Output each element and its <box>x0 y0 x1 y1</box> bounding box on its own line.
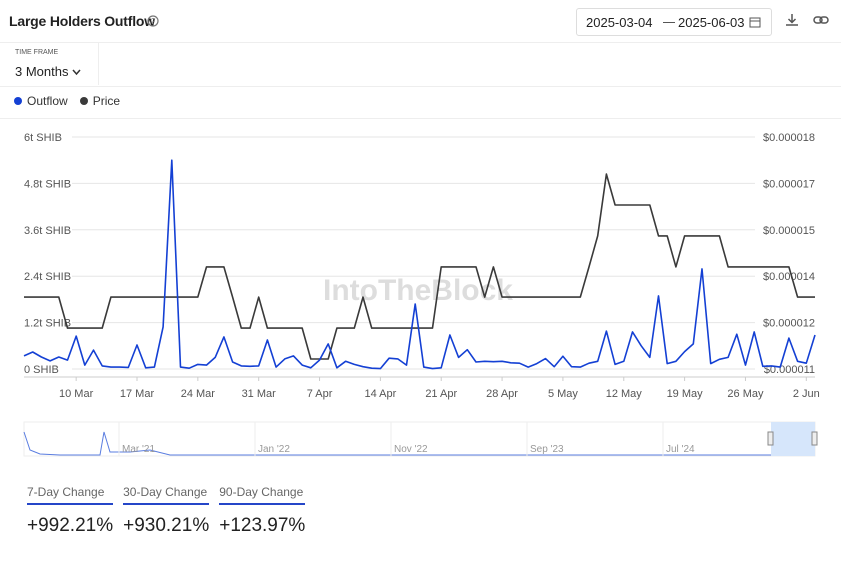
y-tick-label: 6t SHIB <box>24 132 62 144</box>
x-tick-label: 28 Apr <box>486 388 518 400</box>
series-line <box>24 173 815 360</box>
y-tick-label: 1.2t SHIB <box>24 318 71 330</box>
time-frame-select[interactable]: 3 Months <box>15 64 81 79</box>
download-icon[interactable] <box>785 13 799 27</box>
title: Large Holders Outflow <box>9 13 155 29</box>
legend-item[interactable]: Price <box>79 94 121 108</box>
y2-tick-label: $0.000017 <box>763 178 815 190</box>
legend-swatch <box>79 97 88 105</box>
stat: 30-Day Change +930.21% <box>123 485 210 537</box>
stat-label: 30-Day Change <box>123 485 210 505</box>
stat-value: +930.21% <box>123 515 210 536</box>
navigator-handle[interactable] <box>767 431 774 446</box>
header <box>0 0 841 43</box>
link-icon[interactable] <box>813 14 829 26</box>
y2-tick-label: $0.000012 <box>763 318 815 330</box>
date-from: 2025-03-04 <box>586 15 653 30</box>
navigator-handle[interactable] <box>811 431 818 446</box>
x-tick-label: 10 Mar <box>59 388 94 400</box>
x-tick-label: 14 Apr <box>364 388 396 400</box>
navigator-line <box>23 431 800 456</box>
y-tick-label: 2.4t SHIB <box>24 271 71 283</box>
x-tick-label: 12 May <box>606 388 643 400</box>
watermark: IntoTheBlock <box>323 274 513 307</box>
stat: 7-Day Change +992.21% <box>27 485 114 537</box>
chevron <box>72 69 81 76</box>
legend <box>0 86 841 119</box>
legend-swatch <box>14 97 22 105</box>
legend-items: Outflow Price <box>14 94 120 108</box>
legend-label: Price <box>92 94 121 108</box>
stats: 7-Day Change +992.21% 30-Day Change +930.21… <box>27 485 306 537</box>
x-tick-label: 17 Mar <box>120 388 155 400</box>
x-tick-label: 26 May <box>727 388 764 400</box>
x-tick-label: 2 Jun <box>793 388 820 400</box>
navigator-window[interactable] <box>771 422 815 456</box>
x-tick-label: 21 Apr <box>425 388 457 400</box>
svg-text:?: ? <box>151 17 156 26</box>
date-range[interactable]: 2025-03-04 2025-06-03 <box>576 8 772 36</box>
legend-label: Outflow <box>27 94 68 108</box>
time-frame-value: 3 Months <box>15 64 69 79</box>
time-frame-label: TIME FRAME <box>15 49 59 56</box>
date-to: 2025-06-03 <box>678 15 745 30</box>
navigator-label: Jan '22 <box>258 444 290 455</box>
x-tick-label: 31 Mar <box>242 388 277 400</box>
y2-tick-label: $0.000018 <box>763 132 815 144</box>
time-frame <box>0 43 99 85</box>
separator <box>663 22 675 23</box>
series-line <box>23 159 816 370</box>
navigator-label: Sep '23 <box>530 444 564 455</box>
y2-tick-label: $0.000015 <box>763 225 815 237</box>
help-icon[interactable]: ? <box>147 15 159 27</box>
x-tick-label: 7 Apr <box>307 388 333 400</box>
x-tick-label: 24 Mar <box>181 388 216 400</box>
calendar-icon <box>749 17 761 28</box>
stat-label: 90-Day Change <box>219 485 306 505</box>
navigator-label: Jul '24 <box>666 444 695 455</box>
x-tick-label: 19 May <box>667 388 704 400</box>
stat-label: 7-Day Change <box>27 485 114 505</box>
navigator <box>23 421 816 457</box>
stat-value: +123.97% <box>219 515 306 536</box>
legend-item[interactable]: Outflow <box>14 94 68 108</box>
stat: 90-Day Change +123.97% <box>219 485 306 537</box>
y2-tick-label: $0.000014 <box>763 271 815 283</box>
y-tick-label: 3.6t SHIB <box>24 225 71 237</box>
y-tick-label: 0 SHIB <box>24 364 59 376</box>
x-tick-label: 5 May <box>548 388 578 400</box>
chart: IntoTheBlock 0 SHIB 1.2t SHIB 2.4t SHIB 3.6… <box>23 132 820 457</box>
navigator-label: Mar '21 <box>122 444 155 455</box>
stat-value: +992.21% <box>27 515 114 536</box>
y-tick-label: 4.8t SHIB <box>24 178 71 190</box>
navigator-label: Nov '22 <box>394 444 428 455</box>
